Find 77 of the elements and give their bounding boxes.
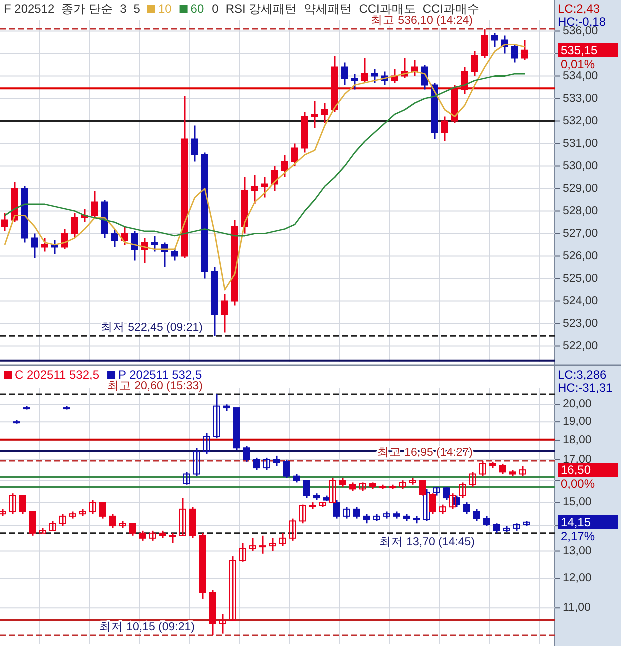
candlestick bbox=[252, 174, 258, 206]
candlestick bbox=[92, 190, 98, 219]
annotation: 최저 10,15 (09:21) bbox=[99, 622, 195, 634]
candlestick bbox=[62, 228, 68, 250]
ytick: 534,00 bbox=[563, 70, 598, 82]
annotation: 최저 522,45 (09:21) bbox=[100, 322, 203, 334]
candlestick bbox=[312, 100, 318, 129]
annotation: 0,00% bbox=[561, 477, 596, 492]
ytick: 12,00 bbox=[563, 572, 592, 584]
candlestick bbox=[152, 235, 158, 252]
annotation: 0,01% bbox=[561, 57, 596, 72]
candlestick bbox=[322, 102, 328, 124]
annotation: 약세패턴 bbox=[304, 2, 352, 16]
annotation: 종가 단순 bbox=[62, 2, 114, 16]
legend: P 202511 532,5 bbox=[118, 368, 202, 382]
candlestick bbox=[112, 228, 118, 248]
ytick: 523,00 bbox=[563, 318, 598, 330]
candlestick bbox=[442, 116, 448, 142]
annotation: 최고 20,60 (15:33) bbox=[107, 380, 203, 393]
annotation: HC:-31,31 bbox=[558, 381, 613, 395]
annotation: 14,15 bbox=[561, 515, 592, 530]
candlestick bbox=[132, 230, 138, 262]
candlestick bbox=[172, 248, 178, 262]
annotation: F 202512 bbox=[4, 2, 55, 16]
ytick: 15,00 bbox=[563, 496, 592, 509]
candlestick bbox=[72, 212, 78, 239]
candlestick bbox=[492, 32, 498, 48]
annotation: 최고 536,10 (14:24) bbox=[370, 15, 473, 27]
legend: 60 bbox=[190, 2, 204, 16]
annotation: 최저 13,70 (14:45) bbox=[379, 536, 475, 548]
candlestick bbox=[2, 212, 8, 232]
candlestick bbox=[32, 233, 38, 260]
candlestick bbox=[222, 294, 228, 334]
candlestick bbox=[472, 50, 478, 77]
ytick: 528,00 bbox=[563, 205, 598, 218]
candlestick bbox=[482, 28, 488, 59]
ytick: 531,00 bbox=[563, 138, 598, 150]
legend: 10 bbox=[158, 2, 172, 16]
ytick: 13,00 bbox=[563, 545, 592, 558]
annotation: 2,17% bbox=[561, 529, 596, 544]
ytick: 527,00 bbox=[563, 228, 598, 240]
annotation: 16,50 bbox=[561, 463, 592, 478]
candlestick bbox=[522, 40, 528, 62]
candlestick bbox=[512, 44, 518, 64]
ytick: 19,00 bbox=[563, 416, 592, 428]
candlestick bbox=[342, 62, 348, 86]
ytick: 532,00 bbox=[563, 115, 598, 128]
annotation: LC:3,286 bbox=[558, 368, 607, 382]
candlestick bbox=[372, 68, 378, 84]
ytick: 522,00 bbox=[563, 340, 598, 352]
candlestick bbox=[292, 143, 298, 167]
candlestick bbox=[42, 238, 48, 252]
ytick: 529,00 bbox=[563, 182, 598, 195]
annotation: 0 bbox=[212, 2, 219, 16]
ytick: 11,00 bbox=[563, 602, 591, 614]
ytick: 525,00 bbox=[563, 272, 598, 285]
ytick: 524,00 bbox=[563, 295, 598, 308]
candlestick bbox=[192, 125, 198, 162]
candlestick bbox=[282, 154, 288, 178]
candlestick bbox=[352, 73, 358, 90]
annotation: RSI 강세패턴 bbox=[226, 2, 298, 16]
legend: C 202511 532,5 bbox=[15, 368, 100, 382]
candlestick bbox=[462, 66, 468, 95]
candlestick bbox=[262, 176, 268, 198]
ytick: 533,00 bbox=[563, 92, 598, 105]
ytick: 526,00 bbox=[563, 250, 598, 262]
annotation: CCI과매수 bbox=[422, 2, 480, 16]
annotation: 3 bbox=[120, 2, 127, 16]
ytick: 530,00 bbox=[563, 160, 598, 172]
annotation: LC:2,43 bbox=[558, 2, 600, 16]
annotation: 535,15 bbox=[561, 43, 598, 58]
ytick: 18,00 bbox=[563, 434, 592, 446]
candlestick bbox=[362, 58, 368, 84]
annotation: CCI과매도 bbox=[359, 2, 416, 16]
ytick: 20,00 bbox=[563, 398, 592, 411]
annotation: 5 bbox=[134, 2, 140, 16]
candlestick bbox=[162, 242, 168, 268]
